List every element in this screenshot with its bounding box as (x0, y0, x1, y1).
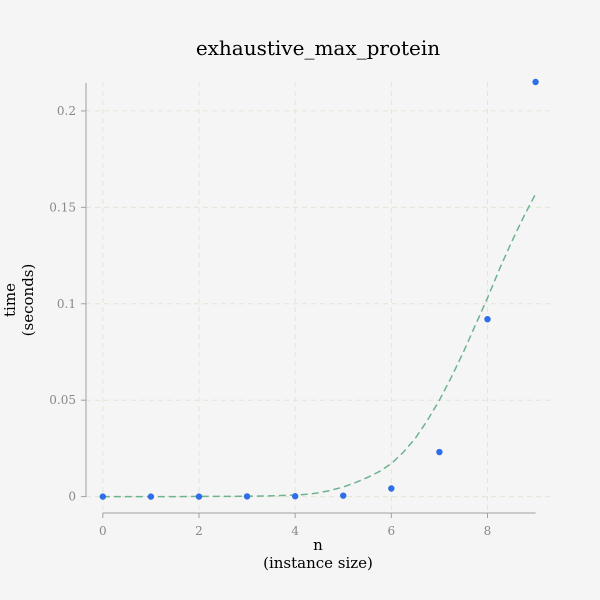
x-tick-label-3: 6 (388, 524, 396, 538)
x-axis-label: n (313, 536, 323, 554)
x-tick-label-1: 2 (195, 524, 203, 538)
y-tick-label-3: 0.15 (49, 200, 76, 214)
data-point-8 (484, 315, 491, 323)
data-point-2 (195, 493, 203, 500)
x-tick-label-4: 8 (484, 524, 492, 538)
data-point-1 (147, 493, 155, 500)
y-axis-label: time (1, 283, 19, 317)
y-ticks: 0 0.05 0.1 0.15 0.2 (49, 104, 86, 504)
data-point-6 (388, 485, 395, 492)
data-point-0 (99, 493, 107, 500)
data-point-5 (340, 492, 347, 499)
data-point-7 (436, 448, 443, 456)
x-axis-label-units: (instance size) (263, 554, 373, 572)
y-axis-label-group: time (1, 283, 19, 317)
y-tick-label-1: 0.05 (49, 393, 76, 407)
data-point-4 (291, 493, 299, 500)
y-tick-label-0: 0 (68, 490, 76, 504)
points-series (99, 78, 539, 500)
fit-series (102, 193, 537, 498)
y-axis-label-units-group: (seconds) (19, 264, 37, 337)
fit-curve (102, 193, 537, 498)
data-point-9 (532, 78, 539, 86)
x-tick-label-0: 0 (99, 524, 107, 538)
axes (85, 82, 536, 514)
y-axis-label-units: (seconds) (19, 264, 37, 337)
y-tick-label-4: 0.2 (57, 104, 76, 118)
chart-title: exhaustive_max_protein (196, 36, 440, 60)
x-tick-label-2: 4 (291, 524, 299, 538)
data-point-3 (243, 493, 251, 500)
x-ticks: 0 2 4 6 8 (99, 513, 491, 538)
y-tick-label-2: 0.1 (57, 297, 76, 311)
